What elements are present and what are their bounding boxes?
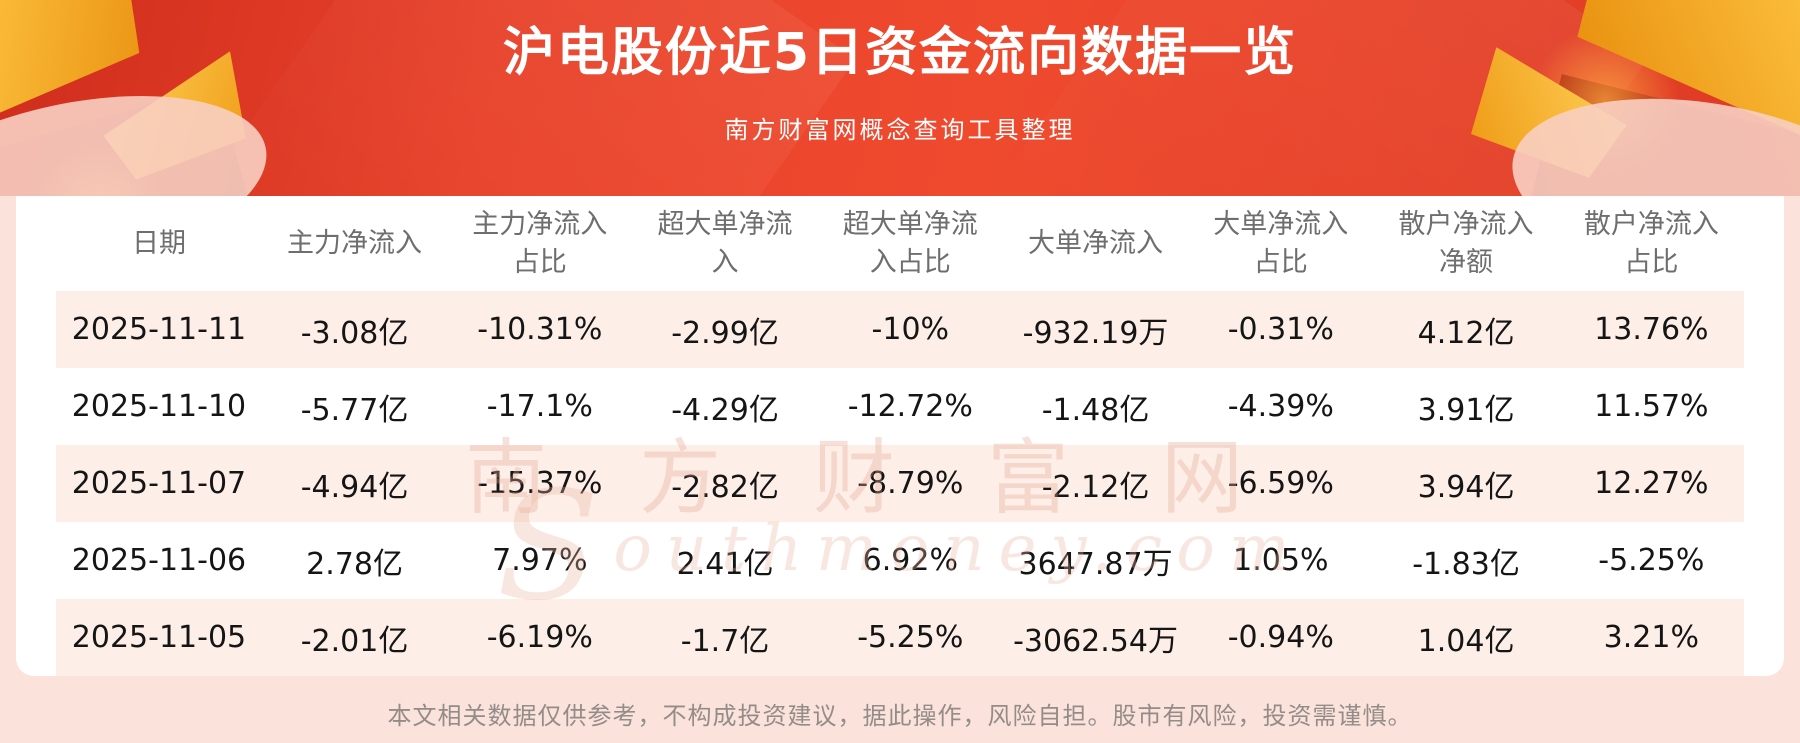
column-header-1: 主力净流入 xyxy=(261,196,448,291)
table-header: 日期 主力净流入 主力净流入占比 超大单净流入 超大单净流入占比 大单净流入 大单净流入占比… xyxy=(56,196,1744,291)
banner: 沪电股份近5日资金流向数据一览 南方财富网概念查询工具整理 xyxy=(0,0,1800,196)
value-cell: -15.37% xyxy=(477,466,603,501)
page-title: 沪电股份近5日资金流向数据一览 xyxy=(502,23,1298,83)
value-cell: -2.12亿 xyxy=(1041,469,1150,505)
value-cell: -6.19% xyxy=(486,620,593,655)
value-cell: 3.21% xyxy=(1603,620,1699,655)
value-cell: -2.82亿 xyxy=(671,469,779,505)
column-header-6: 大单净流入占比 xyxy=(1188,196,1374,291)
value-cell: -2.99亿 xyxy=(671,315,779,351)
value-cell: -5.77亿 xyxy=(300,392,409,428)
value-cell: 1.05% xyxy=(1233,543,1329,578)
value-cell: -12.72% xyxy=(847,389,973,424)
table-row: 2025-11-05 -2.01亿 -6.19% -1.7亿 -5.25% -3062.5… xyxy=(56,599,1744,676)
column-header-7: 散户净流入净额 xyxy=(1373,196,1559,291)
value-cell: -0.94% xyxy=(1227,620,1334,655)
column-header-4: 超大单净流入占比 xyxy=(817,196,1003,291)
column-header-0: 日期 xyxy=(56,196,262,291)
value-cell: -5.25% xyxy=(1598,543,1705,578)
value-cell: 1.04亿 xyxy=(1417,623,1515,659)
value-cell: 3.94亿 xyxy=(1417,469,1515,505)
fund-flow-table: 日期 主力净流入 主力净流入占比 超大单净流入 超大单净流入占比 大单净流入 大单净流入占比… xyxy=(56,196,1744,676)
date-cell: 2025-11-10 xyxy=(71,389,247,424)
value-cell: -17.1% xyxy=(486,389,593,424)
date-cell: 2025-11-11 xyxy=(71,312,247,347)
value-cell: 6.92% xyxy=(862,543,958,578)
value-cell: -0.31% xyxy=(1227,312,1334,347)
value-cell: 3647.87万 xyxy=(1018,546,1173,582)
content-area: 日期 主力净流入 主力净流入占比 超大单净流入 超大单净流入占比 大单净流入 大单净流入占比… xyxy=(0,196,1800,731)
value-cell: -3062.54万 xyxy=(1013,623,1178,659)
value-cell: -10% xyxy=(871,312,950,347)
value-cell: 4.12亿 xyxy=(1417,315,1515,351)
table-body: 2025-11-11 -3.08亿 -10.31% -2.99亿 -10% -932.19… xyxy=(56,291,1744,676)
table-row: 2025-11-07 -4.94亿 -15.37% -2.82亿 -8.79% -2.12… xyxy=(56,445,1744,522)
value-cell: -1.48亿 xyxy=(1041,392,1150,428)
value-cell: 2.78亿 xyxy=(306,546,403,582)
page-subtitle: 南方财富网概念查询工具整理 xyxy=(724,115,1076,144)
table-row: 2025-11-06 2.78亿 7.97% 2.41亿 6.92% 3647.87万 1.… xyxy=(56,522,1744,599)
date-cell: 2025-11-05 xyxy=(71,620,247,655)
fund-flow-table-card: 日期 主力净流入 主力净流入占比 超大单净流入 超大单净流入占比 大单净流入 大单净流入占比… xyxy=(16,196,1784,676)
value-cell: -10.31% xyxy=(477,312,603,347)
value-cell: -1.7亿 xyxy=(680,623,770,659)
disclaimer-text: 本文相关数据仅供参考，不构成投资建议，据此操作，风险自担。股市有风险，投资需谨慎… xyxy=(387,702,1413,730)
value-cell: -4.94亿 xyxy=(300,469,409,505)
value-cell: -2.01亿 xyxy=(300,623,409,659)
value-cell: 2.41亿 xyxy=(676,546,774,582)
column-header-8: 散户净流入占比 xyxy=(1558,196,1744,291)
column-header-2: 主力净流入占比 xyxy=(447,196,633,291)
value-cell: -932.19万 xyxy=(1022,315,1169,351)
value-cell: -5.25% xyxy=(857,620,964,655)
table-row: 2025-11-11 -3.08亿 -10.31% -2.99亿 -10% -932.19… xyxy=(56,291,1744,368)
value-cell: 3.91亿 xyxy=(1417,392,1515,428)
table-header-row: 日期 主力净流入 主力净流入占比 超大单净流入 超大单净流入占比 大单净流入 大单净流入占比… xyxy=(56,196,1744,291)
value-cell: 13.76% xyxy=(1594,312,1709,347)
value-cell: -4.39% xyxy=(1227,389,1334,424)
value-cell: 7.97% xyxy=(492,543,588,578)
value-cell: -3.08亿 xyxy=(300,315,409,351)
date-cell: 2025-11-07 xyxy=(71,466,247,501)
column-header-3: 超大单净流入 xyxy=(632,196,818,291)
value-cell: -6.59% xyxy=(1227,466,1334,501)
value-cell: 11.57% xyxy=(1594,389,1709,424)
value-cell: 12.27% xyxy=(1594,466,1709,501)
table-row: 2025-11-10 -5.77亿 -17.1% -4.29亿 -12.72% -1.48… xyxy=(56,368,1744,445)
column-header-5: 大单净流入 xyxy=(1002,196,1189,291)
date-cell: 2025-11-06 xyxy=(71,543,247,578)
value-cell: -1.83亿 xyxy=(1412,546,1520,582)
value-cell: -8.79% xyxy=(857,466,964,501)
value-cell: -4.29亿 xyxy=(671,392,779,428)
